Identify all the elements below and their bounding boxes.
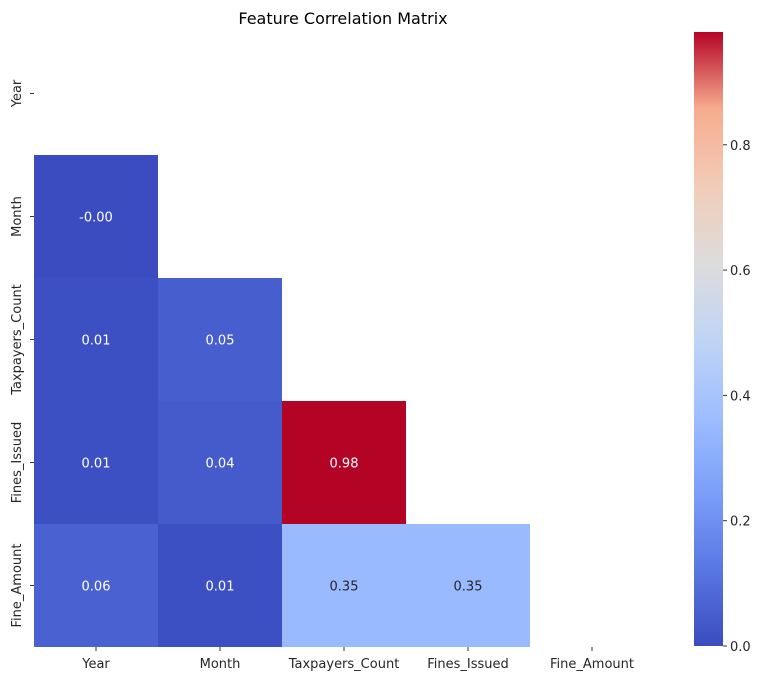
chart-title: Feature Correlation Matrix: [238, 9, 447, 28]
colorbar-tick-label: 0.2: [730, 515, 751, 530]
heatmap-cell: [158, 401, 282, 524]
y-tick-label: Fine_Amount: [10, 544, 25, 628]
colorbar-tick-label: 0.4: [730, 389, 751, 404]
heatmap-cell: [34, 524, 158, 647]
y-tick-label: Year: [10, 79, 25, 108]
cell-value-label: 0.35: [330, 580, 359, 595]
cell-value-label: -0.00: [79, 211, 113, 226]
heatmap-cell: [34, 401, 158, 524]
x-axis-ticks: Year Month Taxpayers_Count Fines_Issued Fine…: [81, 647, 634, 672]
colorbar-tick-label: 0.0: [730, 640, 751, 655]
heatmap-cell: [158, 278, 282, 401]
cell-value-label: 0.01: [82, 457, 111, 472]
y-axis-ticks: Year Month Taxpayers_Count Fines_Issued Fine…: [10, 79, 34, 627]
heatmap-cell: [282, 524, 406, 647]
x-tick-label: Month: [200, 657, 241, 672]
x-tick-label: Fines_Issued: [427, 657, 509, 672]
colorbar-ticks: 0.0 0.2 0.4 0.6 0.8: [723, 139, 751, 655]
x-tick-label: Taxpayers_Count: [288, 657, 400, 672]
cell-value-label: 0.01: [206, 580, 235, 595]
heatmap-cell: [34, 155, 158, 278]
cell-value-label: 0.05: [206, 334, 235, 349]
cell-value-label: 0.06: [82, 580, 111, 595]
x-tick-label: Fine_Amount: [550, 657, 634, 672]
heatmap-cell: [34, 278, 158, 401]
colorbar-tick-label: 0.6: [730, 264, 751, 279]
heatmap-cell: [158, 524, 282, 647]
y-tick-label: Taxpayers_Count: [10, 284, 25, 396]
heatmap-cell: [406, 524, 530, 647]
cell-value-label: 0.01: [82, 334, 111, 349]
cell-value-label: 0.04: [206, 457, 235, 472]
y-tick-label: Month: [10, 196, 25, 237]
cell-value-label: 0.98: [330, 457, 359, 472]
x-tick-label: Year: [81, 657, 110, 672]
colorbar-tick-label: 0.8: [730, 139, 751, 154]
cell-value-label: 0.35: [454, 580, 483, 595]
heatmap-cell: [282, 401, 406, 524]
colorbar: [694, 32, 723, 646]
heatmap-cells: -0.00 0.01 0.05 0.01 0.04 0.98 0.06 0.01 0.35 0.3…: [34, 155, 530, 647]
y-tick-label: Fines_Issued: [10, 422, 25, 504]
